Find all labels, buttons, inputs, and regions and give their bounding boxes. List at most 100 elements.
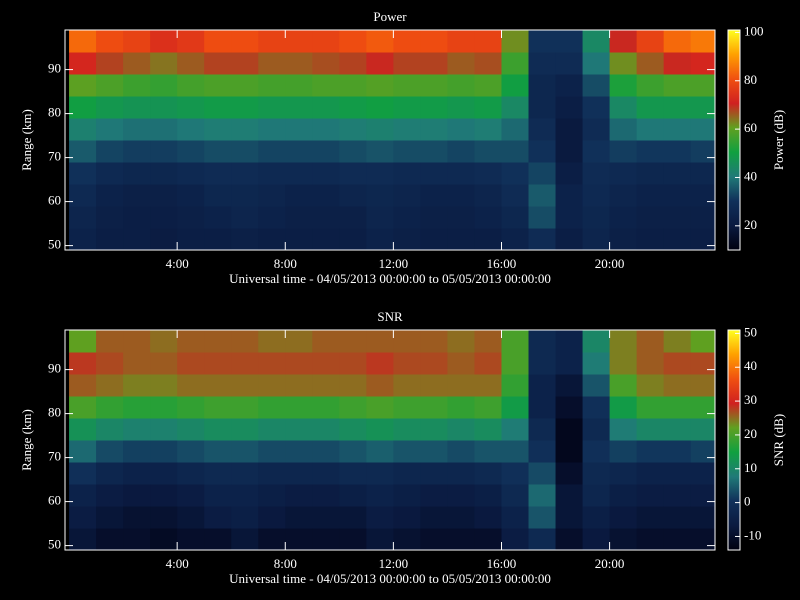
heat-cell bbox=[339, 52, 367, 75]
heat-cell bbox=[474, 396, 502, 419]
heat-cell bbox=[258, 184, 286, 207]
heat-cell bbox=[474, 228, 502, 250]
heat-cell bbox=[393, 206, 421, 229]
heat-cell bbox=[690, 162, 715, 185]
y-tick-label: 80 bbox=[48, 105, 61, 120]
heat-cell bbox=[636, 74, 665, 97]
heat-cell bbox=[123, 96, 151, 119]
heat-cell bbox=[582, 30, 611, 53]
plot-frame bbox=[64, 329, 716, 551]
heat-cell bbox=[312, 374, 340, 397]
heat-cell bbox=[393, 52, 421, 75]
heat-cell bbox=[177, 96, 205, 119]
heat-cell bbox=[501, 228, 530, 250]
heat-cell bbox=[312, 96, 340, 119]
heat-cell bbox=[690, 74, 715, 97]
heat-cell bbox=[177, 418, 205, 441]
heat-cell bbox=[204, 396, 232, 419]
heat-cell bbox=[123, 484, 151, 507]
heat-cell bbox=[366, 506, 394, 529]
heat-cell bbox=[96, 30, 124, 53]
heat-cell bbox=[582, 418, 611, 441]
heat-cell bbox=[447, 374, 475, 397]
heat-cell bbox=[501, 74, 530, 97]
heat-cell bbox=[528, 118, 557, 141]
heat-cell bbox=[420, 462, 448, 485]
heat-cell bbox=[204, 52, 232, 75]
heat-cell bbox=[636, 374, 665, 397]
heat-cell bbox=[366, 440, 394, 463]
heat-cell bbox=[96, 74, 124, 97]
x-axis-label: Universal time - 04/05/2013 00:00:00 to … bbox=[229, 271, 551, 286]
heat-cell bbox=[177, 462, 205, 485]
heat-cell bbox=[447, 396, 475, 419]
heat-cell bbox=[555, 528, 584, 550]
heat-cell bbox=[393, 96, 421, 119]
heat-cell bbox=[636, 396, 665, 419]
heat-cell bbox=[150, 96, 178, 119]
heat-cell bbox=[393, 484, 421, 507]
heat-cell bbox=[204, 374, 232, 397]
heat-cell bbox=[69, 74, 97, 97]
heat-cell bbox=[96, 374, 124, 397]
heat-cell bbox=[528, 352, 557, 375]
heat-cell bbox=[177, 374, 205, 397]
heat-cell bbox=[420, 352, 448, 375]
heat-cell bbox=[555, 96, 584, 119]
heat-cell bbox=[204, 228, 232, 250]
heat-cell bbox=[150, 162, 178, 185]
heat-cell bbox=[609, 462, 638, 485]
heat-cell bbox=[555, 418, 584, 441]
heat-cell bbox=[609, 330, 638, 353]
heat-cell bbox=[528, 440, 557, 463]
heat-cell bbox=[150, 528, 178, 550]
heat-cell bbox=[96, 506, 124, 529]
heat-cell bbox=[231, 74, 259, 97]
heat-cell bbox=[366, 52, 394, 75]
heat-cell bbox=[177, 352, 205, 375]
heat-cell bbox=[285, 184, 313, 207]
heat-cell bbox=[123, 184, 151, 207]
heat-cell bbox=[690, 396, 715, 419]
heat-cell bbox=[150, 484, 178, 507]
heat-cell bbox=[258, 330, 286, 353]
heat-cell bbox=[96, 228, 124, 250]
heat-cell bbox=[555, 30, 584, 53]
heat-cell bbox=[663, 352, 692, 375]
heat-cell bbox=[366, 30, 394, 53]
heat-cell bbox=[150, 184, 178, 207]
heat-cell bbox=[663, 418, 692, 441]
heat-cell bbox=[69, 462, 97, 485]
heat-cell bbox=[501, 418, 530, 441]
heat-cell bbox=[663, 184, 692, 207]
heat-cell bbox=[339, 528, 367, 550]
heat-cell bbox=[312, 528, 340, 550]
heat-cell bbox=[420, 96, 448, 119]
heat-cell bbox=[393, 440, 421, 463]
x-tick-label: 20:00 bbox=[595, 556, 625, 571]
heat-cell bbox=[150, 330, 178, 353]
heat-cell bbox=[555, 374, 584, 397]
heat-cell bbox=[231, 140, 259, 163]
heat-cell bbox=[204, 528, 232, 550]
heat-cell bbox=[339, 184, 367, 207]
heat-cell bbox=[258, 52, 286, 75]
panel-title: Power bbox=[373, 9, 407, 24]
heat-cell bbox=[501, 462, 530, 485]
heat-cell bbox=[312, 140, 340, 163]
heat-cell bbox=[204, 418, 232, 441]
heat-cell bbox=[447, 528, 475, 550]
heat-cell bbox=[501, 396, 530, 419]
heat-cell bbox=[447, 330, 475, 353]
heat-cell bbox=[96, 396, 124, 419]
heat-cell bbox=[609, 52, 638, 75]
heat-cell bbox=[663, 396, 692, 419]
colorbar-tick-label: 60 bbox=[744, 120, 757, 135]
heat-cell bbox=[663, 374, 692, 397]
heat-cell bbox=[420, 484, 448, 507]
heat-cell bbox=[96, 118, 124, 141]
heat-cell bbox=[636, 330, 665, 353]
heat-cell bbox=[69, 528, 97, 550]
heat-cell bbox=[204, 462, 232, 485]
heat-cell bbox=[231, 352, 259, 375]
